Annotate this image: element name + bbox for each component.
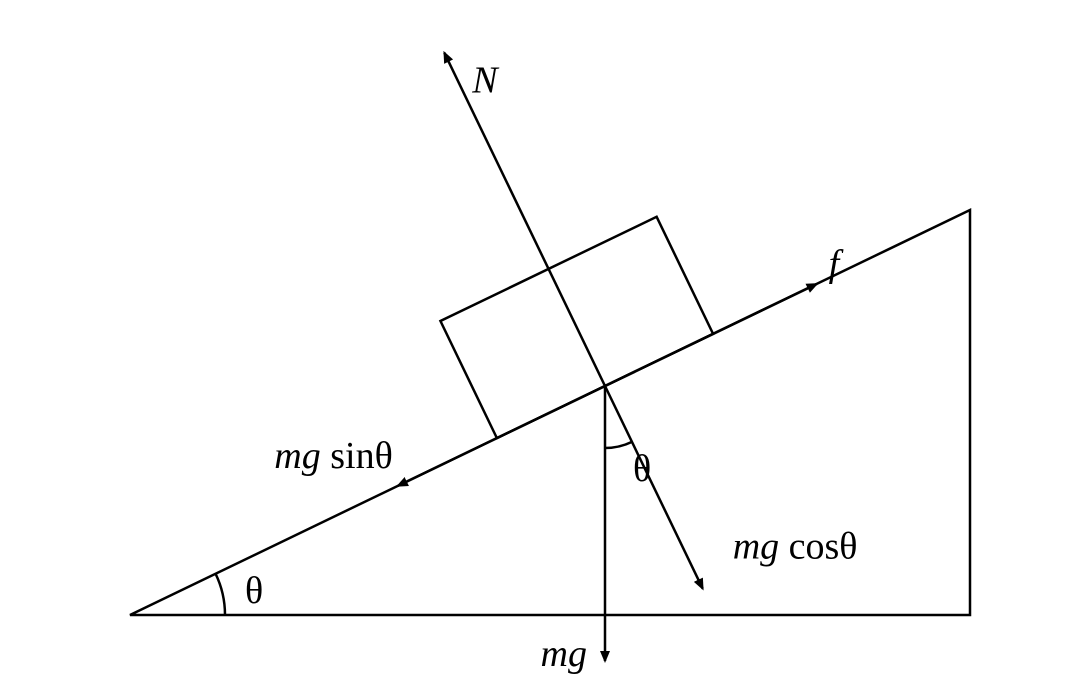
- label-mg: mg: [541, 633, 587, 675]
- theta-arc-center: [605, 442, 632, 448]
- vector-normal-force: [444, 53, 605, 386]
- label-theta-center: θ: [633, 448, 651, 490]
- vector-friction: [605, 284, 817, 386]
- label-theta-base: θ: [245, 570, 263, 612]
- label-N: N: [471, 60, 500, 102]
- vector-mg-cos-theta: [605, 386, 703, 589]
- label-f: f: [829, 243, 844, 285]
- free-body-diagram: N f mg sinθ mg cosθ mg θ θ: [0, 0, 1080, 677]
- label-mg-cos-theta: mg cosθ: [733, 526, 858, 568]
- label-mg-sin-theta: mg sinθ: [274, 435, 393, 477]
- vector-mg-sin-theta: [398, 386, 605, 486]
- theta-arc-base: [216, 574, 225, 615]
